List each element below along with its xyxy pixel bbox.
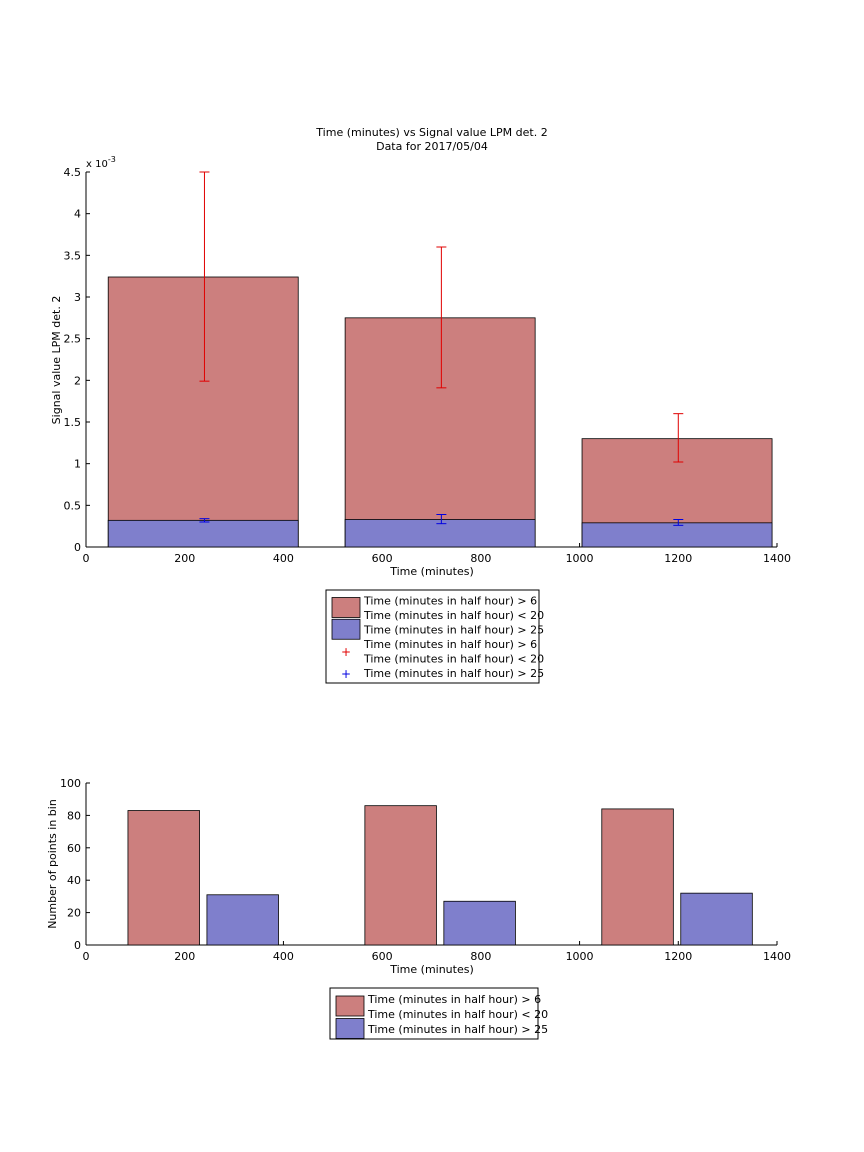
chart-2-legend-label: Time (minutes in half hour) < 20 <box>367 1008 548 1021</box>
chart-1-title: Time (minutes) vs Signal value LPM det. … <box>315 126 547 139</box>
chart-1-legend-label: Time (minutes in half hour) > 25 <box>363 667 544 680</box>
chart-1-y-tick-label: 0 <box>74 541 81 554</box>
chart-2-x-tick-label: 600 <box>372 950 393 963</box>
chart-1-legend-label: Time (minutes in half hour) > 6 <box>363 638 537 651</box>
chart-1-bar <box>107 519 299 548</box>
chart-1-x-tick-label: 1000 <box>566 552 594 565</box>
chart-2-legend-swatch <box>335 995 365 1017</box>
chart-1-legend-marker: + <box>341 667 351 681</box>
chart-1-x-tick-label: 0 <box>83 552 90 565</box>
chart-2-x-tick-label: 800 <box>470 950 491 963</box>
chart-1-y-label: Signal value LPM det. 2 <box>50 296 63 425</box>
chart-1-y-tick-label: 3.5 <box>64 249 82 262</box>
chart-1-x-tick-label: 800 <box>470 552 491 565</box>
chart-1-legend-swatch <box>331 597 361 618</box>
chart-2-y-tick-label: 0 <box>74 939 81 952</box>
chart-2-bar <box>206 894 279 946</box>
chart-2-legend-label: Time (minutes in half hour) > 25 <box>367 1023 548 1036</box>
chart-1-y-tick-label: 2.5 <box>64 333 82 346</box>
chart-2-x-tick-label: 0 <box>83 950 90 963</box>
chart-2-x-tick-label: 1000 <box>566 950 594 963</box>
chart-2-legend-swatch <box>335 1018 365 1039</box>
chart-1-legend-label: Time (minutes in half hour) < 20 <box>363 609 544 622</box>
chart-2-legend-label: Time (minutes in half hour) > 6 <box>367 993 541 1006</box>
chart-1-bar <box>581 522 773 548</box>
chart-2-x-tick-label: 1200 <box>664 950 692 963</box>
chart-2-y-tick-label: 80 <box>67 809 81 822</box>
chart-1-y-tick-label: 4.5 <box>64 166 82 179</box>
chart-2-y-tick-label: 20 <box>67 907 81 920</box>
chart-2-bar <box>364 805 437 946</box>
chart-1-x-tick-label: 1200 <box>664 552 692 565</box>
chart-1-legend-label: Time (minutes in half hour) > 25 <box>363 624 544 637</box>
chart-1-x-label: Time (minutes) <box>389 565 474 578</box>
chart-1-subtitle: Data for 2017/05/04 <box>376 140 488 153</box>
chart-1-y-tick-label: 4 <box>74 208 81 221</box>
chart-1-y-tick-label: 0.5 <box>64 499 82 512</box>
chart-2-plot-area: 0 200 400 600 800 1000 1200 1400 0 20 40 60 80 100 <box>60 777 791 963</box>
chart-1-x-tick-label: 400 <box>273 552 294 565</box>
chart-1-bar <box>344 317 536 548</box>
chart-2-bar <box>680 892 753 946</box>
chart-2-x-tick-label: 1400 <box>763 950 791 963</box>
chart-2-x-tick-label: 400 <box>273 950 294 963</box>
chart-1-y-tick-label: 3 <box>74 291 81 304</box>
chart-2-x-tick-label: 200 <box>174 950 195 963</box>
chart-2-x-label: Time (minutes) <box>389 963 474 976</box>
chart-2-y-label: Number of points in bin <box>46 799 59 929</box>
chart-1-x-tick-label: 200 <box>174 552 195 565</box>
chart-1-legend-label: Time (minutes in half hour) > 6 <box>363 595 537 608</box>
chart-1-x-tick-label: 600 <box>372 552 393 565</box>
chart-1-y-tick-label: 2 <box>74 374 81 387</box>
chart-2-y-tick-label: 60 <box>67 842 81 855</box>
chart-1-exponent-label: x 10-3 <box>86 155 116 170</box>
chart-1-y-tick-label: 1 <box>74 458 81 471</box>
chart-1-legend-box <box>325 589 540 684</box>
chart-1-x-tick-label: 1400 <box>763 552 791 565</box>
chart-1-y-tick-label: 1.5 <box>64 416 82 429</box>
chart-1-legend-swatch <box>331 618 361 640</box>
chart-2-y-tick-label: 100 <box>60 777 81 790</box>
chart-1-exponent-power: -3 <box>108 155 116 164</box>
chart-1-plot-area: 0 200 400 600 800 1000 1200 1400 0 0.5 1 1.5 2 2.5 3 3.… <box>64 166 792 565</box>
chart-2-y-tick-label: 40 <box>67 874 81 887</box>
chart-2-legend: Time (minutes in half hour) > 6 Time (min… <box>329 987 548 1040</box>
chart-2-legend-box <box>329 987 539 1040</box>
chart-1-exponent-base: x 10 <box>86 159 108 170</box>
chart-1-bar <box>107 276 299 548</box>
chart-1-legend-label: Time (minutes in half hour) < 20 <box>363 653 544 666</box>
chart-2-bar <box>443 900 516 946</box>
chart-1-legend-marker: + <box>341 645 351 659</box>
chart-2-bar <box>127 810 200 946</box>
chart-2-bar <box>601 808 674 946</box>
